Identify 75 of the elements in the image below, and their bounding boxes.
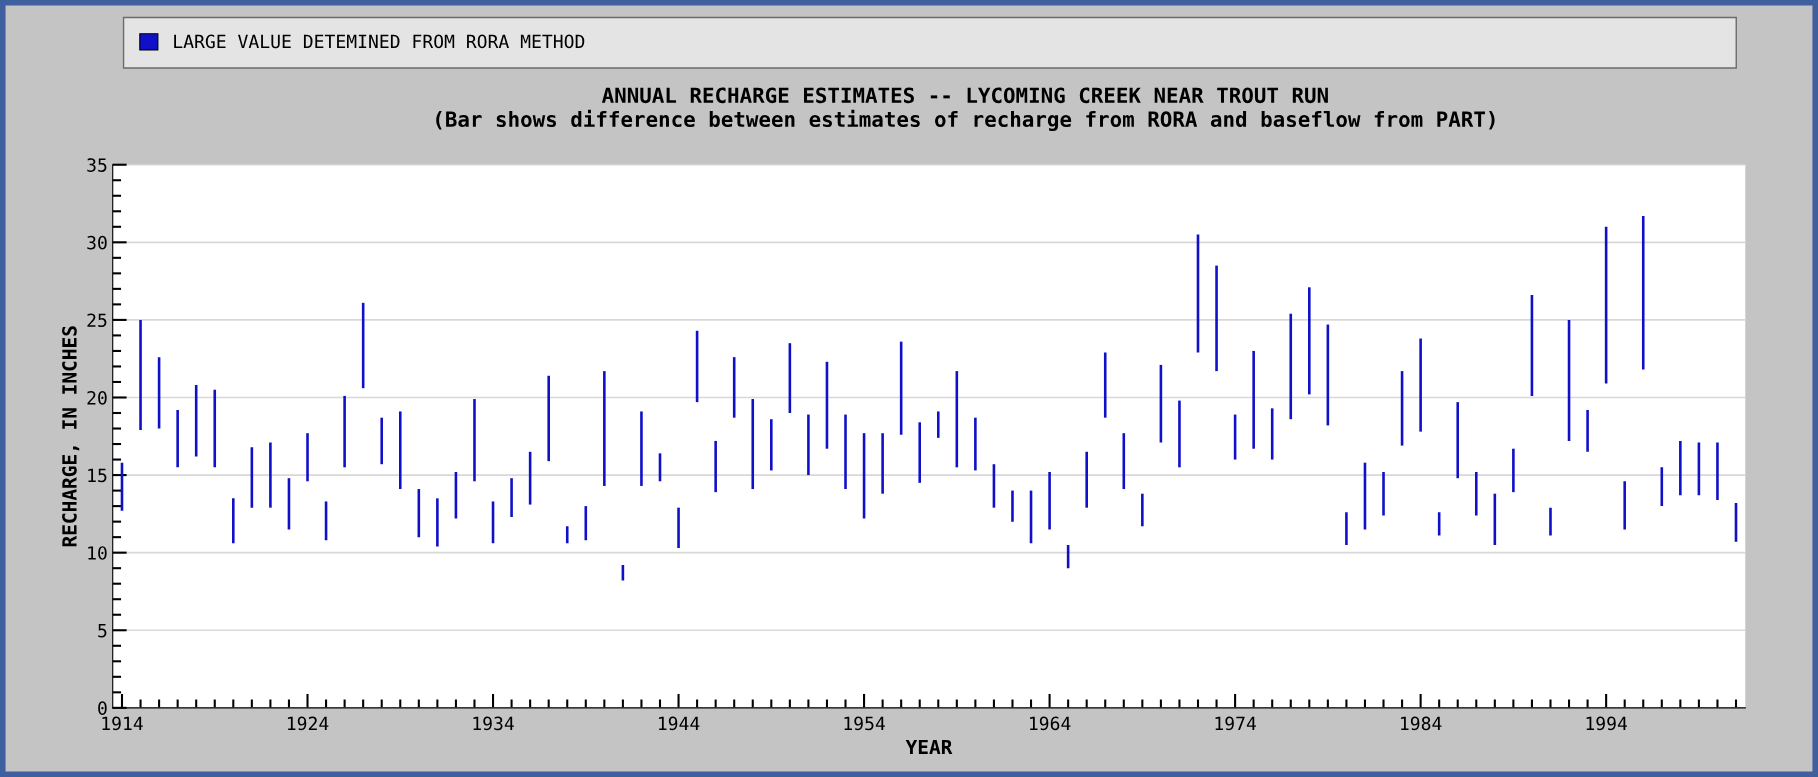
bar [565,526,569,544]
bar [1512,448,1515,493]
bar [1122,433,1126,490]
bar [1048,471,1051,530]
bar [918,422,922,483]
bar [398,411,402,490]
legend-label: LARGE VALUE DETEMINED FROM RORA METHOD [174,34,585,49]
bar [677,507,680,549]
bar [1085,451,1088,508]
bar [306,433,309,482]
y-tick-label: 25 [87,313,107,328]
bar [974,417,977,471]
bar [1252,350,1255,449]
bar [1419,338,1422,432]
x-tick-label: 1934 [473,716,514,731]
y-tick-label: 10 [88,546,107,560]
x-tick-label: 1994 [1586,716,1628,731]
bar [1141,493,1144,527]
bar [473,399,476,482]
bar [732,357,736,418]
bar [603,371,606,486]
bar [380,417,384,465]
bar [213,389,217,468]
bar [1103,352,1107,418]
bar [714,440,717,493]
bar [640,411,643,486]
bar [807,414,810,476]
bar [139,319,142,431]
bar [1641,215,1645,370]
x-tick-label: 1974 [1215,716,1256,731]
bar [1456,402,1460,479]
bar [770,419,773,471]
bar [1716,442,1719,500]
bar [510,478,513,517]
bar [1270,408,1274,460]
bar [176,409,179,468]
x-tick-label: 1954 [844,716,885,731]
bar [881,433,884,494]
y-tick-label: 30 [87,235,107,250]
bar [1289,313,1293,420]
bar [1549,507,1552,536]
x-tick-label: 1924 [287,716,329,731]
bar [1382,471,1385,516]
y-axis-title: RECHARGE, IN INCHES [62,326,80,547]
bar [1215,265,1218,372]
bar [436,498,439,547]
bar [1660,467,1664,507]
bar [1679,440,1682,496]
bar [751,399,755,490]
bar [936,411,940,438]
x-axis-title: YEAR [905,739,953,755]
bar [1011,490,1014,522]
x-tick-label: 1964 [1030,716,1071,731]
y-tick-label: 0 [98,701,107,716]
bar [584,506,588,541]
chart-title: ANNUAL RECHARGE ESTIMATES -- LYCOMING CREEK NEAR TROUT RUN [601,87,1328,104]
bar [1345,512,1348,545]
bar [269,442,272,508]
bar [1178,400,1181,468]
bar [1474,471,1478,516]
chart-subtitle: (Bar shows difference between estimates of recharge from RORA and baseflow from PART) [436,109,1495,132]
bar [1623,481,1626,530]
y-tick-label: 5 [98,624,107,638]
y-tick-label: 20 [87,391,107,405]
bar [844,414,847,490]
bar [343,395,346,468]
y-tick-label: 35 [87,158,107,172]
x-tick-label: 1984 [1401,716,1442,731]
bar [1308,287,1311,395]
y-tick-label: 15 [88,468,107,483]
x-tick-label: 1914 [102,716,143,731]
x-tick-label: 1944 [658,716,700,731]
bar [547,375,550,462]
bar [232,498,235,544]
bar [1586,409,1589,452]
